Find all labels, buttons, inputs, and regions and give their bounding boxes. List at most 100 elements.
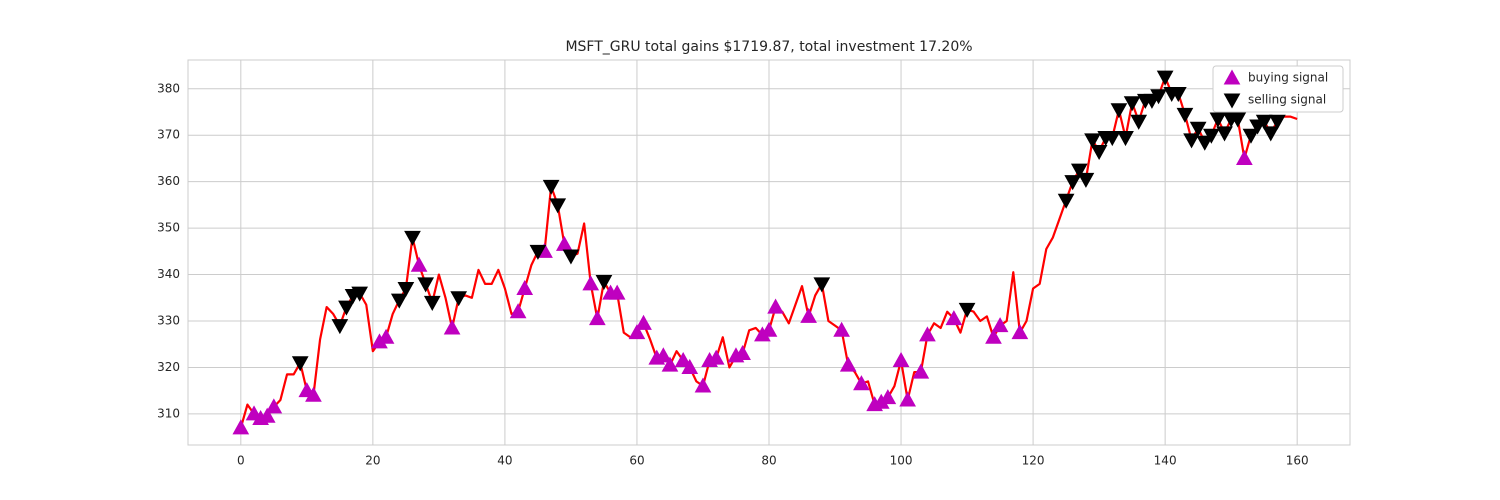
signal-marker (404, 230, 421, 246)
signal-marker (1209, 112, 1227, 128)
signal-marker (853, 375, 870, 391)
signal-marker (800, 307, 817, 323)
signal-marker (265, 398, 283, 414)
signal-marker (516, 279, 534, 295)
legend-marker (1223, 93, 1241, 109)
signal-marker (509, 303, 527, 319)
y-tick-label: 330 (157, 314, 180, 328)
signal-marker (331, 319, 349, 335)
y-tick-label: 360 (157, 174, 180, 188)
signal-marker (595, 275, 613, 291)
signal-marker (1077, 172, 1095, 188)
signal-marker (1176, 107, 1194, 123)
y-tick-label: 370 (157, 128, 180, 142)
signal-marker (1196, 135, 1214, 151)
signal-marker (1189, 121, 1207, 137)
signal-marker (1236, 149, 1253, 165)
x-tick-label: 140 (1154, 454, 1177, 468)
signal-marker (1150, 89, 1167, 105)
signal-marker (1216, 126, 1233, 142)
signal-marker (423, 295, 441, 311)
x-tick-label: 0 (237, 454, 245, 468)
signal-marker (1057, 193, 1075, 209)
signal-marker (661, 356, 679, 372)
signal-marker (1229, 112, 1247, 128)
y-tick-label: 310 (157, 406, 180, 420)
signal-marker (608, 284, 626, 300)
signal-marker (985, 328, 1002, 344)
signal-marker (635, 314, 652, 330)
signal-marker (377, 328, 395, 344)
signal-marker (1169, 86, 1187, 102)
signal-marker (417, 277, 435, 293)
x-tick-label: 100 (890, 454, 913, 468)
signal-marker (1242, 128, 1260, 144)
y-tick-label: 350 (157, 221, 180, 235)
signal-marker (1064, 175, 1082, 191)
signal-marker (1203, 128, 1220, 144)
signal-marker (1156, 70, 1174, 86)
signal-marker (1103, 131, 1121, 147)
signal-marker (338, 300, 355, 316)
signal-marker (588, 310, 606, 326)
signal-marker (1110, 103, 1128, 119)
signal-marker (734, 344, 751, 361)
signal-marker (1123, 96, 1141, 112)
signal-marker (694, 377, 712, 393)
signal-marker (397, 281, 415, 298)
signal-marker (628, 324, 646, 340)
signal-marker (443, 319, 461, 335)
y-tick-label: 340 (157, 267, 180, 281)
x-tick-label: 160 (1286, 454, 1309, 468)
signal-marker (232, 419, 250, 435)
legend-label: selling signal (1248, 93, 1326, 107)
x-tick-label: 120 (1022, 454, 1045, 468)
signal-marker (991, 317, 1009, 333)
signal-marker (813, 277, 831, 293)
signal-marker (1011, 324, 1029, 340)
signal-marker (1117, 131, 1134, 147)
x-tick-label: 20 (365, 454, 380, 468)
y-tick-label: 320 (157, 360, 180, 374)
signal-marker (1262, 126, 1280, 142)
signal-marker (562, 249, 580, 265)
signal-marker (767, 298, 784, 314)
signal-marker (760, 321, 778, 337)
signal-marker (258, 407, 276, 423)
signal-marker (919, 326, 936, 342)
x-tick-label: 40 (497, 454, 512, 468)
signal-marker (674, 351, 692, 367)
y-tick-label: 380 (157, 81, 180, 95)
signal-marker (410, 256, 428, 272)
signal-marker (450, 291, 468, 307)
signal-marker (839, 356, 857, 372)
signal-marker (707, 349, 725, 365)
signal-marker (681, 358, 699, 374)
signal-marker (879, 389, 897, 405)
signal-marker (1084, 133, 1101, 149)
signal-marker (945, 310, 963, 326)
signal-marker (1070, 163, 1088, 179)
signal-marker (1255, 114, 1273, 130)
signal-marker (305, 386, 322, 402)
chart-title: MSFT_GRU total gains $1719.87, total inv… (565, 39, 972, 55)
legend-label: buying signal (1248, 71, 1328, 85)
signal-marker (912, 363, 930, 379)
signal-marker (529, 244, 547, 260)
signal-marker (351, 286, 369, 302)
signal-marker (291, 356, 309, 372)
legend-box (1212, 65, 1344, 113)
legend-marker (1223, 69, 1241, 85)
signal-marker (549, 198, 567, 214)
signal-marker (582, 275, 600, 291)
signal-marker (1269, 114, 1286, 130)
signal-marker (1183, 133, 1200, 149)
signal-marker (958, 302, 976, 318)
x-tick-label: 80 (761, 454, 776, 468)
signal-marker (1090, 144, 1108, 161)
signal-marker (1130, 114, 1148, 130)
legend: buying signal selling signal (1212, 65, 1344, 113)
x-tick-label: 60 (629, 454, 644, 468)
signal-marker (390, 293, 408, 309)
